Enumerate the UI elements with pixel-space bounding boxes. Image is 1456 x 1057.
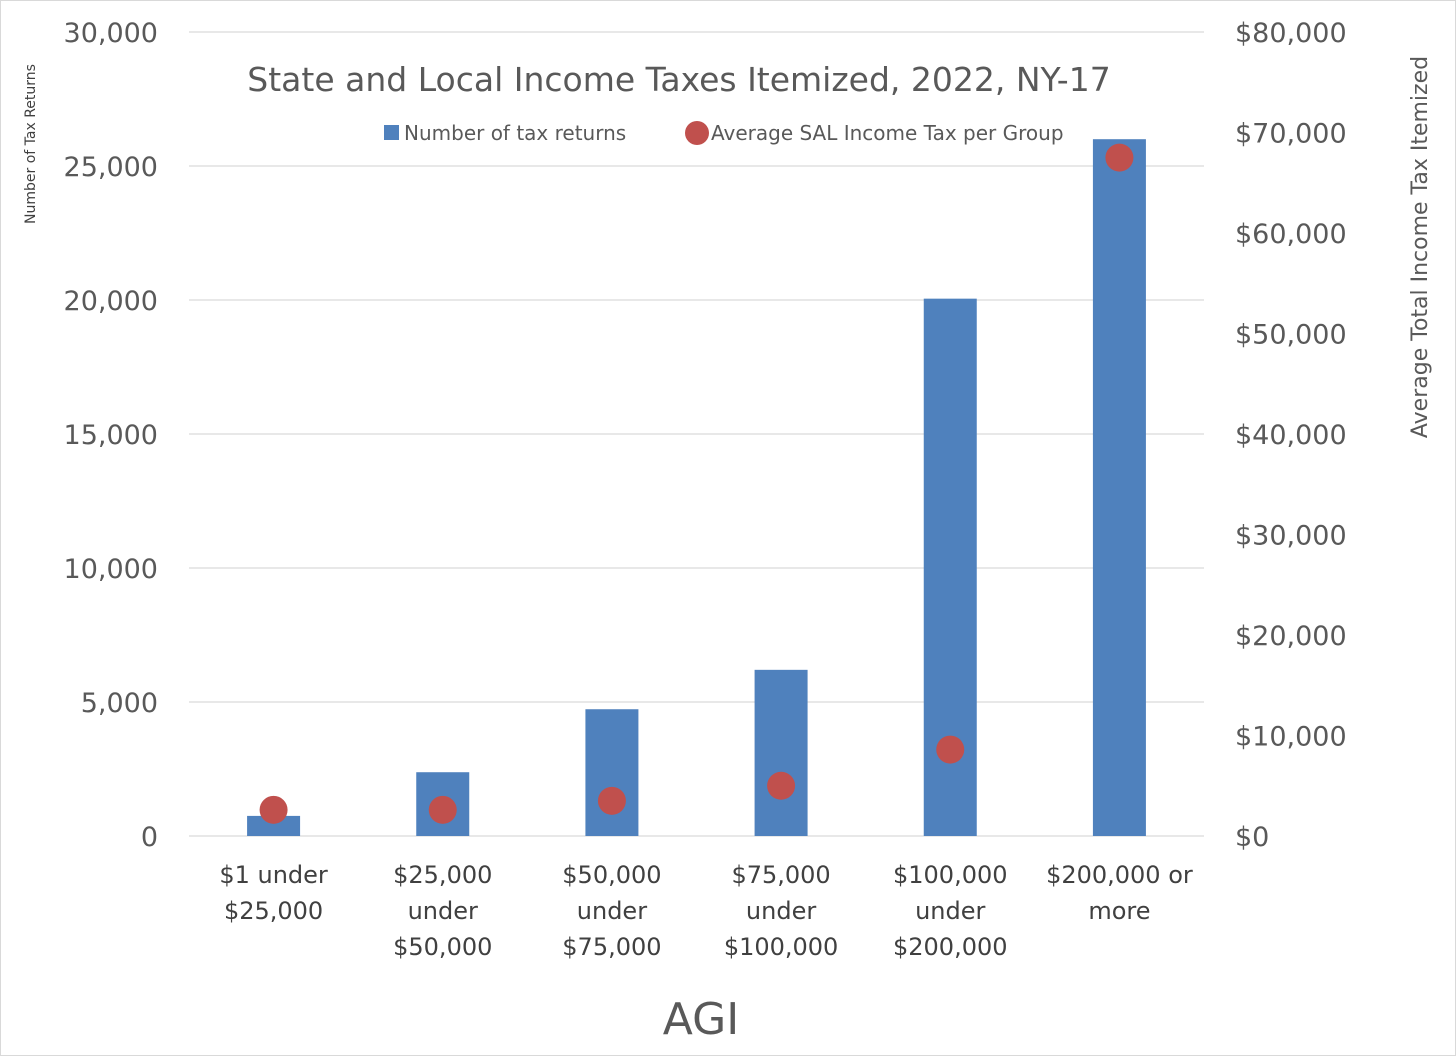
y2-tick-label: $60,000 bbox=[1235, 219, 1347, 250]
y2-tick-label: $70,000 bbox=[1235, 119, 1347, 150]
legend-dot-swatch bbox=[685, 121, 709, 145]
x-tick-label: $25,000 under $50,000 bbox=[393, 861, 492, 961]
bar bbox=[1092, 139, 1146, 836]
x-axis-title: AGI bbox=[663, 994, 739, 1045]
legend: Number of tax returns Average SAL Income… bbox=[384, 121, 1064, 145]
gridlines bbox=[189, 31, 1204, 837]
x-tick-label: $100,000 under $200,000 bbox=[893, 861, 1008, 961]
legend-label-dots: Average SAL Income Tax per Group bbox=[711, 121, 1064, 145]
y-axis-title: Number of Tax Returns bbox=[23, 64, 39, 224]
left-axis-ticks: 0 5,000 10,000 15,000 20,000 25,000 30,000 bbox=[64, 18, 158, 853]
y-tick-label: 5,000 bbox=[81, 688, 158, 719]
data-point bbox=[259, 795, 288, 824]
right-axis-ticks: $0 $10,000 $20,000 $30,000 $40,000 $50,000 $60… bbox=[1235, 18, 1347, 853]
x-tick-label: $50,000 under $75,000 bbox=[562, 861, 661, 961]
scatter-series bbox=[259, 143, 1134, 824]
legend-label-bars: Number of tax returns bbox=[404, 121, 626, 145]
y-tick-label: 0 bbox=[141, 822, 158, 853]
y-tick-label: 10,000 bbox=[64, 554, 158, 585]
y-tick-label: 30,000 bbox=[64, 18, 158, 49]
data-point bbox=[767, 771, 796, 800]
data-point bbox=[936, 735, 965, 764]
y2-axis-title: Average Total Income Tax Itemized bbox=[1408, 56, 1433, 438]
y2-tick-label: $10,000 bbox=[1235, 722, 1347, 753]
y-tick-label: 15,000 bbox=[64, 420, 158, 451]
data-point bbox=[428, 795, 457, 824]
data-point bbox=[1105, 143, 1134, 172]
x-axis-category-labels: $1 under $25,000 $25,000 under $50,000 $50,00… bbox=[219, 861, 1193, 961]
data-point bbox=[597, 786, 626, 815]
x-tick-label: $1 under $25,000 bbox=[219, 861, 328, 925]
x-tick-label: $75,000 under $100,000 bbox=[724, 861, 839, 961]
y-tick-label: 25,000 bbox=[64, 152, 158, 183]
y2-tick-label: $0 bbox=[1235, 822, 1269, 853]
y2-tick-label: $30,000 bbox=[1235, 521, 1347, 552]
legend-bar-swatch bbox=[384, 125, 399, 140]
bar-series bbox=[247, 139, 1146, 836]
bar bbox=[247, 815, 301, 836]
x-tick-label: $200,000 or more bbox=[1046, 861, 1193, 925]
y2-tick-label: $40,000 bbox=[1235, 420, 1347, 451]
y-tick-label: 20,000 bbox=[64, 286, 158, 317]
y2-tick-label: $80,000 bbox=[1235, 18, 1347, 49]
bar bbox=[754, 669, 808, 836]
y2-tick-label: $20,000 bbox=[1235, 621, 1347, 652]
chart-title: State and Local Income Taxes Itemized, 2… bbox=[247, 60, 1110, 99]
y2-tick-label: $50,000 bbox=[1235, 320, 1347, 351]
bar bbox=[585, 709, 639, 836]
